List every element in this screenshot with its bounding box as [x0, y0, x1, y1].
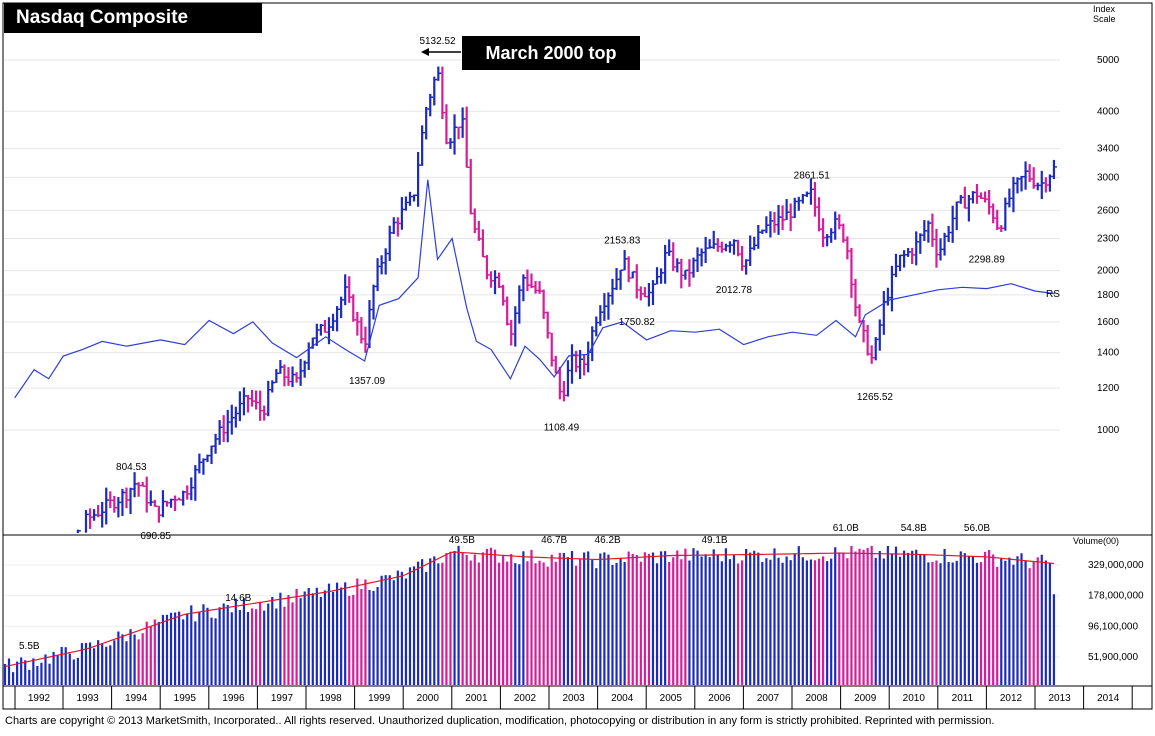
price-annotation: 1750.82: [619, 317, 656, 328]
price-tick-label: 3000: [1097, 172, 1120, 183]
volume-moving-average: [4, 551, 1054, 668]
year-tick-label: 1994: [125, 693, 148, 704]
year-tick-label: 2004: [611, 693, 634, 704]
year-tick-label: 2003: [562, 693, 585, 704]
year-tick-label: 2014: [1097, 693, 1120, 704]
year-tick-label: 2010: [903, 693, 926, 704]
volume-annotation: 61.0B: [833, 523, 859, 534]
volume-tick-label: 178,000,000: [1088, 591, 1144, 602]
year-tick-label: 2008: [805, 693, 828, 704]
year-tick-label: 2006: [708, 693, 731, 704]
callout-arrow-head: [421, 48, 429, 56]
year-tick-label: 2002: [514, 693, 537, 704]
price-annotation: 2153.83: [604, 236, 641, 247]
year-tick-label: 2009: [854, 693, 877, 704]
rs-line: [14, 179, 1055, 399]
price-annotation: 2298.89: [969, 255, 1006, 266]
year-tick-label: 1998: [319, 693, 342, 704]
volume-annotation: 46.7B: [541, 535, 567, 546]
price-annotation: 5132.52: [419, 36, 456, 47]
volume-bars: [3, 545, 1056, 685]
volume-axis-label: Volume(00): [1073, 536, 1119, 546]
price-tick-label: 5000: [1097, 55, 1120, 66]
year-tick-label: 2012: [1000, 693, 1023, 704]
volume-annotation: 49.1B: [701, 535, 727, 546]
price-tick-label: 1400: [1097, 348, 1120, 359]
price-annotation: 1357.09: [349, 376, 386, 387]
price-tick-label: 2300: [1097, 234, 1120, 245]
price-tick-label: 1600: [1097, 317, 1120, 328]
price-annotation: 690.85: [140, 531, 171, 542]
price-tick-label: 4000: [1097, 106, 1120, 117]
volume-tick-label: 329,000,000: [1088, 560, 1144, 571]
callout-label: March 2000 top: [462, 36, 640, 70]
volume-annotation: 54.8B: [901, 523, 927, 534]
volume-axis: 51,900,000 96,100,000 178,000,000 329,000,0…: [1088, 560, 1144, 663]
price-grid: [4, 59, 1060, 431]
year-tick-label: 2013: [1048, 693, 1071, 704]
year-tick-label: 1993: [76, 693, 99, 704]
year-tick-label: 2001: [465, 693, 488, 704]
volume-annotation: 46.2B: [595, 535, 621, 546]
volume-annotations: 5.5B 14.6B 49.5B 46.7B 46.2B 49.1B 61.0B 54.8B 5…: [19, 523, 990, 652]
price-annotation: 1108.49: [544, 422, 580, 433]
index-scale-line-1: Index: [1093, 4, 1116, 14]
year-tick-label: 2000: [417, 693, 440, 704]
year-tick-label: 1999: [368, 693, 391, 704]
price-tick-label: 1000: [1097, 425, 1120, 436]
year-tick-label: 2005: [660, 693, 683, 704]
volume-tick-label: 51,900,000: [1088, 652, 1138, 663]
rs-label: RS: [1046, 289, 1060, 300]
price-tick-label: 2000: [1097, 266, 1120, 277]
volume-annotation: 14.6B: [225, 593, 251, 604]
price-tick-label: 2600: [1097, 205, 1120, 216]
price-tick-label: 1800: [1097, 290, 1120, 301]
volume-annotation: 5.5B: [19, 641, 40, 652]
year-tick-label: 1992: [28, 693, 51, 704]
year-axis: 1992 1993 1994 1995 1996 1997 1998 1999 2000 2001…: [14, 686, 1133, 709]
index-scale-label: Index Scale: [1093, 4, 1116, 24]
price-annotation: 2012.78: [716, 285, 753, 296]
copyright-footer: Charts are copyright © 2013 MarketSmith,…: [0, 712, 1155, 736]
price-bars: [76, 66, 1057, 533]
year-tick-label: 1995: [174, 693, 197, 704]
chart-title: Nasdaq Composite: [4, 3, 262, 33]
volume-tick-label: 96,100,000: [1088, 621, 1138, 632]
index-scale-line-2: Scale: [1093, 14, 1116, 24]
price-annotation: 2861.51: [794, 170, 831, 181]
year-tick-label: 1996: [222, 693, 245, 704]
chart-frame: [2, 2, 1153, 710]
volume-annotation: 49.5B: [449, 535, 475, 546]
year-tick-label: 2011: [952, 693, 974, 704]
volume-annotation: 56.0B: [964, 523, 990, 534]
price-tick-label: 3400: [1097, 144, 1120, 155]
price-annotations: 804.53 690.85 1357.09 5132.52 1108.49 2153.83…: [116, 36, 1005, 542]
year-tick-label: 2007: [757, 693, 780, 704]
price-annotation: 1265.52: [857, 392, 894, 403]
year-tick-label: 1997: [271, 693, 294, 704]
price-tick-label: 1200: [1097, 383, 1120, 394]
price-annotation: 804.53: [116, 462, 147, 473]
price-axis: 1000 1200 1400 1600 1800 2000 2300 2600 3000 3400…: [1097, 55, 1120, 436]
